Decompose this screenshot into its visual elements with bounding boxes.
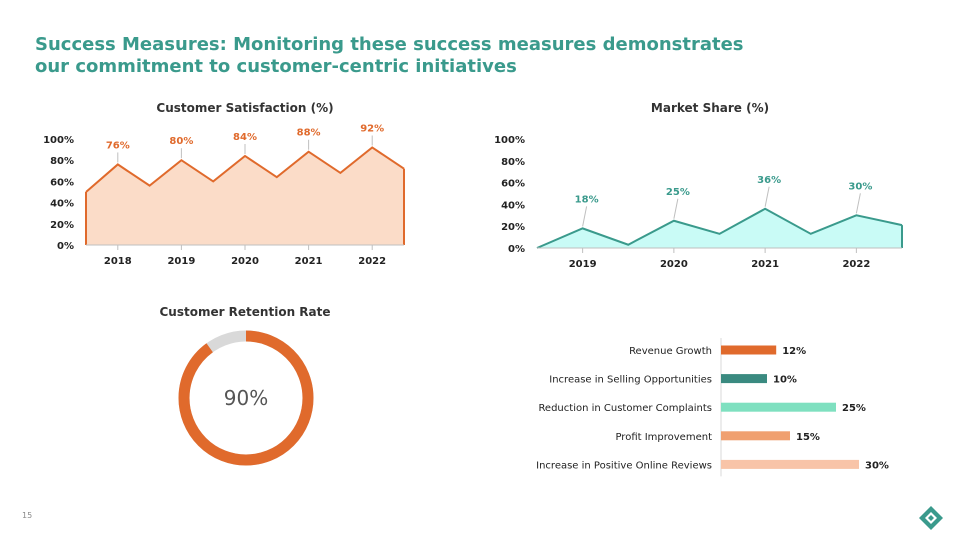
measures-value-label: 25% [842,403,866,414]
satisfaction-ytick-label: 20% [50,220,74,231]
market-share-data-label: 18% [575,194,599,205]
measures-category-label: Increase in Positive Online Reviews [536,460,712,471]
satisfaction-ytick-label: 60% [50,177,74,188]
retention-value-label: 90% [224,386,268,410]
satisfaction-chart-title: Customer Satisfaction (%) [156,101,334,115]
market-share-x-tick-label: 2019 [569,259,597,270]
measures-value-label: 12% [782,346,806,357]
satisfaction-x-tick-label: 2021 [295,256,323,267]
measures-bar [721,402,836,412]
measures-bar [721,374,767,384]
satisfaction-x-tick-label: 2020 [231,256,259,267]
satisfaction-ytick-label: 0% [57,241,74,252]
market-share-data-label: 25% [666,187,690,198]
market-share-data-label: 30% [848,181,872,192]
measures-category-label: Increase in Selling Opportunities [549,375,712,386]
market-share-x-tick-label: 2020 [660,259,688,270]
market-share-x-tick-label: 2021 [751,259,779,270]
market-share-ytick-label: 80% [501,157,525,168]
measures-bar [721,345,777,355]
market-share-data-label: 36% [757,175,781,186]
satisfaction-data-label: 80% [169,136,193,147]
page-number: 15 [22,511,33,520]
slide-title-line1: Success Measures: Monitoring these succe… [35,34,744,55]
satisfaction-data-label: 92% [360,123,384,134]
slide-title: Success Measures: Monitoring these succe… [35,34,835,78]
market-share-data-label-leader [855,193,861,214]
market-share-ytick-label: 40% [501,200,525,211]
satisfaction-data-label: 88% [297,128,321,139]
satisfaction-x-tick-label: 2018 [104,256,132,267]
measures-category-label: Revenue Growth [629,346,712,357]
measures-category-label: Profit Improvement [615,432,712,443]
retention-arc [178,330,314,466]
brand-logo-icon [919,506,943,530]
market-share-data-label-leader [673,198,679,219]
measures-value-label: 15% [796,432,820,443]
market-share-ytick-label: 100% [494,135,525,146]
satisfaction-ytick-label: 100% [43,135,74,146]
satisfaction-data-label: 76% [106,140,130,151]
satisfaction-area [86,147,404,245]
measures-bar [721,431,790,441]
market-share-ytick-label: 60% [501,179,525,190]
market-share-data-label-leader [764,186,770,207]
satisfaction-data-label: 84% [233,132,257,143]
satisfaction-ytick-label: 40% [50,199,74,210]
market-share-data-label-leader [582,206,588,227]
slide-title-line2: our commitment to customer-centric initi… [35,56,517,77]
market-share-ytick-label: 0% [508,244,525,255]
satisfaction-x-tick-label: 2019 [167,256,195,267]
satisfaction-x-tick-label: 2022 [358,256,386,267]
retention-chart-title: Customer Retention Rate [159,305,331,319]
market-share-x-tick-label: 2022 [842,259,870,270]
measures-bar [721,459,859,469]
measures-value-label: 30% [865,460,889,471]
market-share-chart-title: Market Share (%) [650,101,770,115]
market-share-series-line [536,207,903,249]
satisfaction-ytick-label: 80% [50,156,74,167]
measures-category-label: Reduction in Customer Complaints [538,403,712,414]
measures-value-label: 10% [773,375,797,386]
satisfaction-series-line [85,146,405,193]
market-share-ytick-label: 20% [501,222,525,233]
market-share-area [537,208,902,248]
